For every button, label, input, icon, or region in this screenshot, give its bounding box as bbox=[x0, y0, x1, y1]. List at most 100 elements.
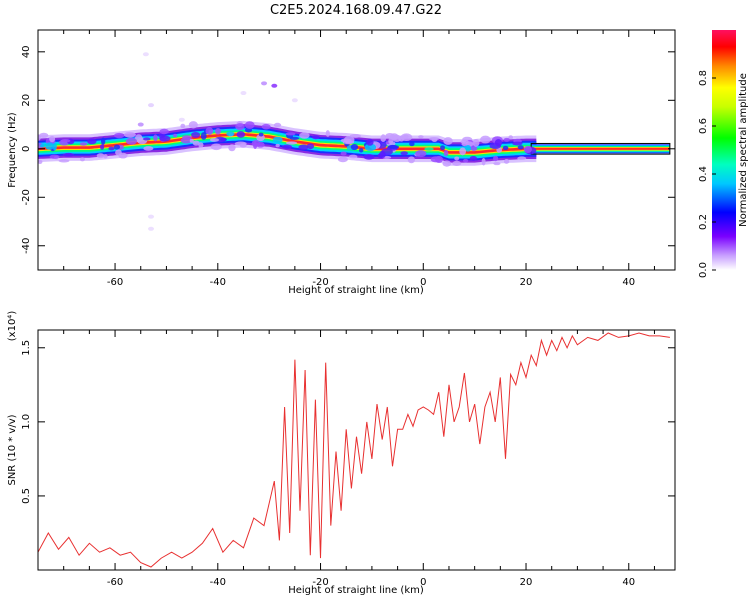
bottom-ytick-label: 1.5 bbox=[21, 340, 32, 356]
bottom-xtick-label: -20 bbox=[312, 577, 328, 588]
heat-noise bbox=[258, 132, 264, 137]
top-ytick-label: 20 bbox=[21, 94, 32, 107]
heat-noise bbox=[261, 123, 271, 130]
heat-noise bbox=[39, 132, 49, 138]
heat-noise bbox=[182, 135, 192, 140]
heat-noise bbox=[400, 151, 408, 156]
heat-noise bbox=[100, 144, 105, 150]
heat-noise bbox=[311, 135, 320, 140]
heat-noise bbox=[472, 138, 480, 147]
colorbar-tick-label: 0.6 bbox=[698, 118, 709, 134]
heat-noise bbox=[285, 141, 298, 145]
heat-noise bbox=[493, 155, 499, 162]
top-xtick-label: 0 bbox=[420, 277, 426, 288]
heat-noise bbox=[209, 138, 220, 142]
heat-noise bbox=[380, 134, 387, 143]
heat-outlier bbox=[137, 122, 144, 127]
heat-noise bbox=[407, 156, 416, 164]
top-xtick-label: 40 bbox=[622, 277, 635, 288]
chart-title: C2E5.2024.168.09.47.G22 bbox=[270, 3, 442, 18]
heat-noise bbox=[409, 141, 415, 147]
heat-noise bbox=[236, 131, 246, 138]
heat-noise bbox=[188, 121, 198, 129]
top-ytick-label: -20 bbox=[21, 189, 32, 205]
heat-noise bbox=[424, 147, 434, 151]
heat-noise bbox=[173, 133, 178, 138]
bottom-xtick-label: -40 bbox=[210, 577, 226, 588]
heat-noise bbox=[443, 150, 449, 157]
top-ytick-label: 0 bbox=[21, 146, 32, 152]
snr-line-layer bbox=[38, 332, 670, 568]
heat-noise bbox=[235, 123, 245, 131]
heat-noise bbox=[306, 143, 315, 150]
heat-noise bbox=[400, 133, 413, 141]
heat-outlier bbox=[142, 52, 149, 57]
heat-noise bbox=[460, 139, 469, 144]
top-ylabel: Frequency (Hz) bbox=[7, 112, 18, 188]
bottom-xtick-label: 20 bbox=[520, 577, 533, 588]
top-axes: -60 -40 -20 0 20 40 -40 -20 0 20 40 bbox=[21, 30, 675, 288]
heat-noise bbox=[469, 156, 478, 162]
heat-noise bbox=[517, 145, 524, 150]
bottom-ylabel: SNR (10 * v/v) bbox=[7, 414, 18, 485]
heat-noise bbox=[379, 150, 386, 159]
heat-outlier bbox=[148, 214, 155, 219]
heat-noise bbox=[418, 135, 424, 139]
heat-noise bbox=[363, 153, 375, 160]
colorbar-tick-label: 0.8 bbox=[698, 70, 709, 86]
heat-noise bbox=[38, 159, 43, 164]
bottom-axes: -60 -40 -20 0 20 40 0.5 1.0 1.5 bbox=[21, 330, 675, 588]
heat-noise bbox=[62, 152, 75, 157]
heat-noise bbox=[281, 144, 293, 150]
heat-noise bbox=[275, 143, 280, 148]
heat-noise bbox=[325, 130, 330, 137]
heat-noise bbox=[210, 143, 222, 151]
top-xlabel: Height of straight line (km) bbox=[288, 285, 424, 296]
heat-noise bbox=[159, 128, 169, 135]
heat-noise bbox=[143, 137, 151, 141]
heat-noise bbox=[58, 159, 70, 163]
heat-band-red bbox=[38, 132, 537, 154]
heat-noise bbox=[299, 132, 310, 139]
heat-band-right-4 bbox=[531, 147, 670, 150]
heat-noise bbox=[523, 145, 533, 153]
top-xtick-label: 20 bbox=[520, 277, 533, 288]
heat-outlier bbox=[148, 226, 155, 231]
heat-noise bbox=[244, 121, 255, 129]
heat-noise bbox=[350, 143, 359, 151]
heat-noise bbox=[464, 144, 472, 152]
bottom-xtick-label: 40 bbox=[622, 577, 635, 588]
heat-noise bbox=[452, 160, 462, 167]
colorbar bbox=[712, 30, 736, 270]
heat-noise bbox=[228, 144, 236, 152]
heat-noise bbox=[340, 151, 347, 156]
heat-noise bbox=[113, 132, 125, 139]
heat-noise bbox=[415, 150, 427, 158]
heat-noise bbox=[440, 145, 446, 151]
heat-noise bbox=[272, 136, 283, 144]
heat-noise bbox=[502, 145, 509, 150]
heat-outlier bbox=[148, 103, 155, 108]
heat-noise bbox=[358, 148, 364, 153]
colorbar-tick-label: 0.4 bbox=[698, 166, 709, 182]
heat-noise bbox=[198, 142, 204, 148]
heat-noise bbox=[493, 162, 501, 166]
heat-noise bbox=[470, 146, 478, 152]
heat-noise bbox=[45, 142, 55, 150]
bottom-ytick-label: 0.5 bbox=[21, 488, 32, 504]
heat-outlier bbox=[271, 83, 278, 88]
heat-noise bbox=[239, 143, 247, 148]
heat-noise bbox=[215, 128, 222, 135]
heat-noise bbox=[503, 159, 510, 164]
bottom-ytick-label: 1.0 bbox=[21, 414, 32, 430]
top-xtick-label: -60 bbox=[107, 277, 123, 288]
heat-noise bbox=[364, 143, 377, 152]
top-plot-frame bbox=[37, 29, 676, 271]
heat-noise bbox=[298, 144, 309, 151]
heat-noise bbox=[285, 132, 296, 136]
bottom-xtick-label: 0 bbox=[420, 577, 426, 588]
heat-noise bbox=[49, 154, 60, 159]
heat-noise bbox=[134, 134, 143, 143]
heat-noise bbox=[342, 140, 355, 145]
